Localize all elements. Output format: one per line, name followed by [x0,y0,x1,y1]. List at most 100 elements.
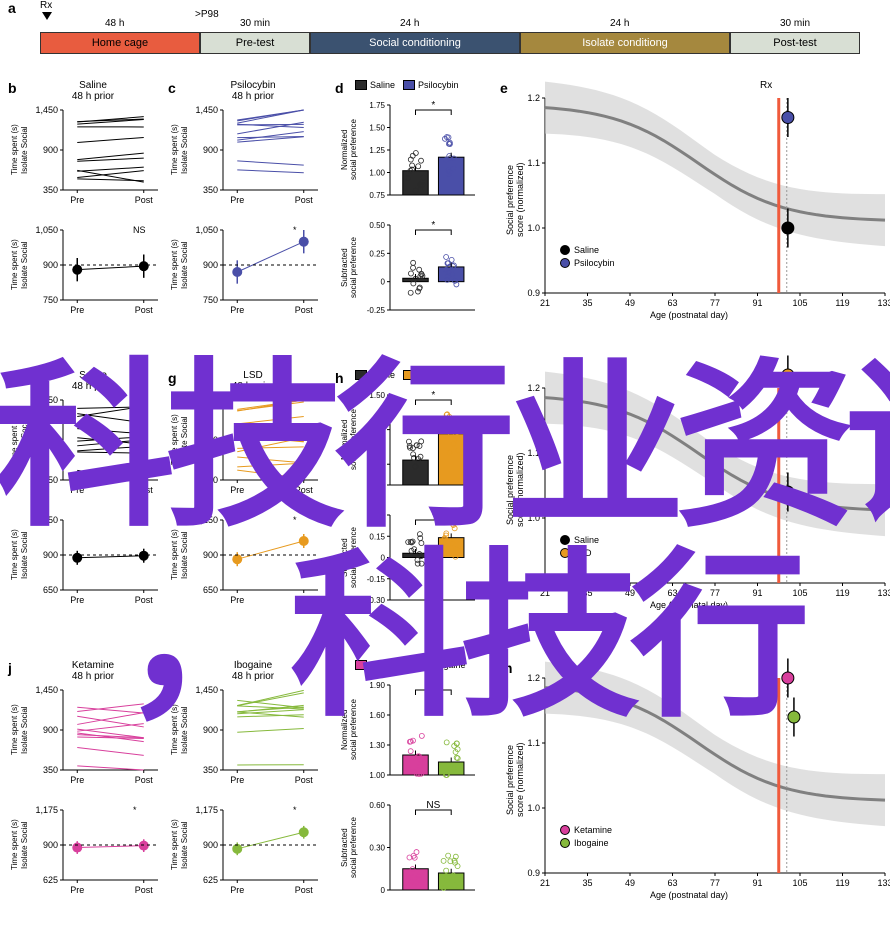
svg-text:63: 63 [667,878,677,888]
svg-text:77: 77 [710,878,720,888]
svg-text:1.1: 1.1 [527,738,540,748]
svg-text:-0.15: -0.15 [367,575,386,584]
timeline-stage: Isolate conditiong [520,32,730,54]
timeline-stage: Home cage [40,32,200,54]
rx-label: Rx [760,660,772,671]
svg-text:1,150: 1,150 [35,515,58,525]
svg-text:Post: Post [295,885,314,895]
x-axis-label: Age (postnatal day) [650,310,728,320]
y-axis-sublabel: Isolate Social [180,230,189,300]
svg-text:49: 49 [625,588,635,598]
subtracted-bar-chart: -0.2500.250.50* [390,225,475,310]
figure-container: a Rx >P98 48 hHome cage30 minPre-test24 … [0,0,890,952]
svg-text:1.0: 1.0 [527,803,540,813]
svg-text:*: * [431,100,435,111]
svg-text:Pre: Pre [70,595,84,605]
svg-text:900: 900 [43,145,58,155]
rx-label: Rx [760,80,772,91]
svg-text:1,450: 1,450 [195,105,218,115]
svg-text:625: 625 [203,875,218,885]
svg-text:Pre: Pre [230,305,244,315]
svg-text:1,450: 1,450 [35,395,58,405]
y-axis-label: Time spent (s) [10,810,19,880]
bar-legend: Saline Psilocybin [355,80,459,90]
svg-text:1.50: 1.50 [369,391,385,400]
svg-text:Post: Post [135,485,154,495]
svg-text:Pre: Pre [230,775,244,785]
svg-text:105: 105 [792,878,807,888]
significance-marker: * [293,805,297,815]
panel-label: f [8,370,13,386]
rx-label: Rx [40,0,52,11]
x-axis-label: Age (postnatal day) [650,890,728,900]
y-axis-label: Social preference score (normalized) [505,410,525,570]
svg-text:0.15: 0.15 [369,532,385,541]
y-axis-label: Time spent (s) [170,110,179,190]
svg-text:91: 91 [752,588,762,598]
mean-chart: 7509001,050PrePost [223,230,318,300]
panel-title: Saline 48 h prior [38,370,148,392]
svg-text:Post: Post [295,775,314,785]
svg-text:900: 900 [203,840,218,850]
svg-text:1,175: 1,175 [35,805,58,815]
svg-text:133: 133 [877,878,890,888]
svg-text:1.1: 1.1 [527,158,540,168]
svg-text:350: 350 [203,475,218,485]
significance-marker: NS [133,225,146,235]
svg-text:NS: NS [426,800,440,811]
svg-text:NS: NS [426,680,440,691]
svg-text:91: 91 [752,878,762,888]
svg-text:1.00: 1.00 [369,771,385,780]
svg-text:0.9: 0.9 [527,578,540,588]
normalized-bar-chart: 1.001.301.601.90NS [390,685,475,775]
panel-label: b [8,80,17,96]
panel-label: m [500,660,512,676]
significance-marker: NS [133,515,146,525]
svg-text:Post: Post [135,595,154,605]
svg-text:900: 900 [203,260,218,270]
svg-text:Post: Post [135,195,154,205]
svg-text:900: 900 [43,725,58,735]
svg-text:1.50: 1.50 [369,124,385,133]
significance-marker: * [293,515,297,525]
svg-text:1.30: 1.30 [369,741,385,750]
normalized-bar-chart: 0.751.001.251.501.75* [390,105,475,195]
mean-chart: 6259001,175PrePost [63,810,158,880]
context-legend: Saline Psilocybin [560,245,615,268]
y-axis-sublabel: Isolate Social [180,810,189,880]
spaghetti-chart: 3509001,450PrePost [223,400,318,480]
subtracted-bar-chart: 00.300.60NS [390,805,475,890]
y-axis-sublabel: Isolate Social [20,810,29,880]
svg-text:650: 650 [43,585,58,595]
svg-text:133: 133 [877,298,890,308]
panel-title: Psilocybin 48 h prior [198,80,308,102]
y-axis-label: Time spent (s) [10,110,19,190]
y-axis-label: Subtracted social preference [340,225,358,310]
svg-text:49: 49 [625,298,635,308]
svg-text:Post: Post [135,885,154,895]
bar-legend: Ketamine Ibogaine [355,660,466,670]
y-axis-label: Normalized social preference [340,105,358,195]
timeline-stage: Pre-test [200,32,310,54]
svg-text:0.30: 0.30 [369,844,385,853]
svg-text:0.75: 0.75 [369,191,385,200]
svg-text:900: 900 [43,260,58,270]
svg-text:0.85: 0.85 [369,481,385,490]
rx-label: Rx [760,370,772,381]
y-axis-label: Time spent (s) [170,810,179,880]
svg-text:105: 105 [792,588,807,598]
svg-text:Pre: Pre [230,485,244,495]
mean-chart: 6259001,175PrePost [223,810,318,880]
svg-text:900: 900 [203,435,218,445]
svg-text:1.90: 1.90 [369,681,385,690]
y-axis-label: Subtracted social preference [340,515,358,600]
y-axis-sublabel: Isolate Social [20,690,29,770]
svg-text:Pre: Pre [70,775,84,785]
y-axis-label: Normalized social preference [340,685,358,775]
svg-text:1,050: 1,050 [35,225,58,235]
timeline-stage: Post-test [730,32,860,54]
svg-text:Post: Post [295,595,314,605]
p98-label: >P98 [195,9,219,20]
spaghetti-chart: 3509001,450PrePost [223,690,318,770]
svg-text:Pre: Pre [70,485,84,495]
